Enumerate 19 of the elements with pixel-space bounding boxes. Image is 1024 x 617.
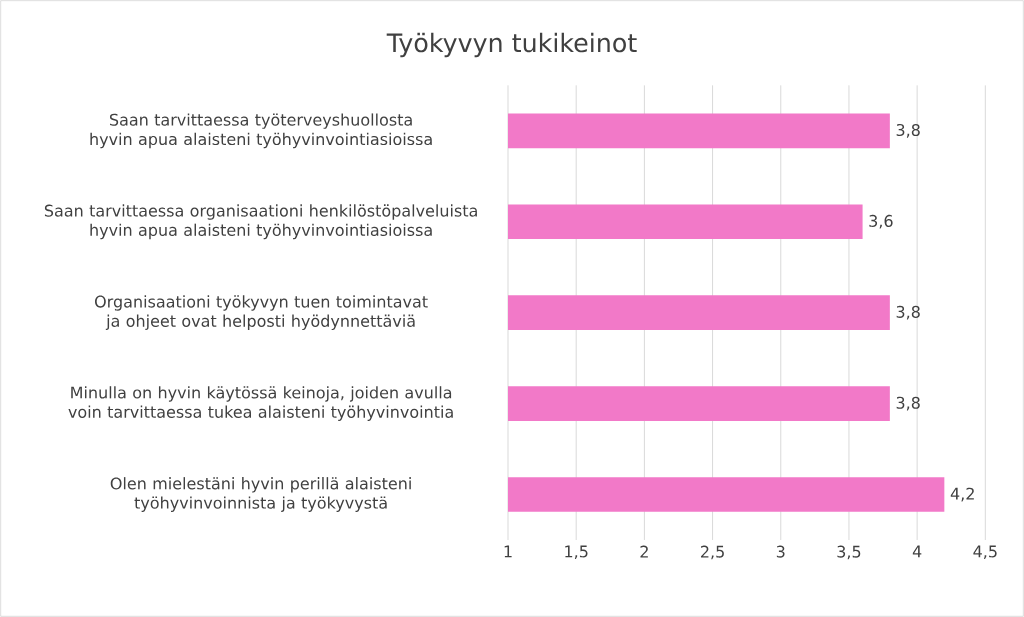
x-tick-label: 1 <box>504 545 512 558</box>
x-tick-label: 2,5 <box>701 545 724 560</box>
x-tick-label: 3 <box>776 545 785 558</box>
x-tick-label: 3,5 <box>837 545 861 560</box>
y-tick-label: Olen mielestäni hyvin perillä alaisteni työhyvinvoinnista ja työkyvystä <box>110 477 411 512</box>
chart-title: Työkyvyn tukikeinot <box>386 32 637 58</box>
x-tick-label: 1,5 <box>565 545 588 560</box>
data-label: 3,8 <box>896 396 920 411</box>
x-tick-label: 4 <box>912 545 922 558</box>
x-tick-label: 4,5 <box>973 545 997 560</box>
data-label: 3,8 <box>896 123 920 138</box>
y-tick-label: Minulla on hyvin käytössä keinoja, joiden avulla voin tarvittaessa tukea alaisteni työhyvinvointia <box>68 386 453 421</box>
data-label: 3,8 <box>896 305 920 320</box>
y-tick-label: Saan tarvittaessa organisaationi henkilöstöpalveluista hyvin apua alaisteni työhyvinvointiasioissa <box>44 204 477 240</box>
data-label: 4,2 <box>950 487 974 502</box>
y-tick-label: Organisaationi työkyvyn tuen toimintavat ja ohjeet ovat helposti hyödynnettäviä <box>95 295 428 331</box>
data-label: 3,6 <box>869 214 893 229</box>
x-tick-label: 2 <box>640 545 648 558</box>
y-tick-label: Saan tarvittaessa työterveyshuollosta hyvin apua alaisteni työhyvinvointiasioissa <box>90 113 432 149</box>
